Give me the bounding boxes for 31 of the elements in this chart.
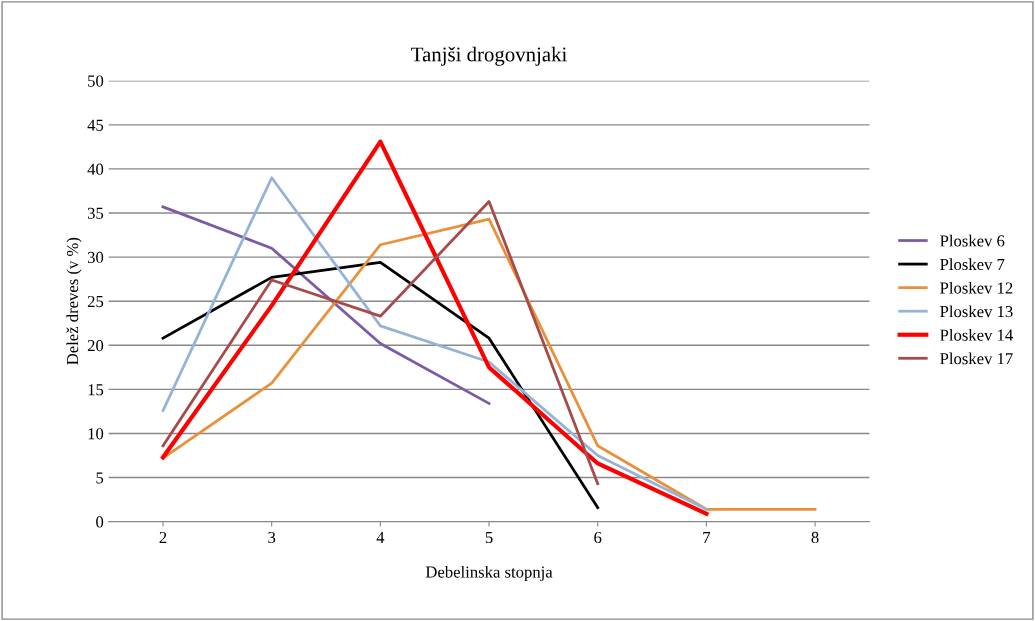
line-series — [161, 205, 491, 405]
x-tick-label: 8 — [811, 531, 819, 544]
legend-label: Ploskev 13 — [940, 305, 1013, 318]
line-series — [161, 217, 817, 511]
x-tick-label: 2 — [159, 531, 167, 543]
y-axis-title: Delež dreves (v %) — [66, 237, 82, 365]
legend-label: Ploskev 12 — [940, 281, 1013, 294]
y-tick-label: 5 — [96, 472, 104, 484]
line-series — [161, 260, 600, 509]
y-tick-label: 15 — [88, 384, 104, 396]
legend-label: Ploskev 17 — [940, 352, 1013, 365]
y-tick-label: 10 — [88, 428, 104, 440]
y-tick-label: 45 — [87, 119, 104, 131]
y-tick-label: 35 — [87, 207, 104, 219]
x-tick-label: 4 — [376, 531, 385, 543]
y-tick-label: 30 — [87, 251, 104, 264]
legend-label: Ploskev 6 — [940, 234, 1005, 247]
legend-label: Ploskev 7 — [940, 258, 1005, 271]
chart-title: Tanjši drogovnjaki — [411, 46, 567, 66]
y-tick-label: 20 — [87, 339, 104, 352]
y-tick-label: 0 — [96, 516, 104, 528]
y-tick-label: 50 — [88, 75, 104, 87]
line-series — [161, 200, 600, 486]
x-tick-label: 5 — [485, 532, 493, 544]
x-axis-title: Debelinska stopnja — [425, 565, 553, 582]
x-tick-label: 6 — [594, 531, 602, 544]
x-tick-label: 7 — [703, 532, 711, 543]
y-tick-label: 40 — [87, 163, 104, 175]
x-tick-label: 3 — [268, 531, 276, 544]
legend-label: Ploskev 14 — [940, 329, 1013, 341]
y-tick-label: 25 — [87, 295, 104, 308]
